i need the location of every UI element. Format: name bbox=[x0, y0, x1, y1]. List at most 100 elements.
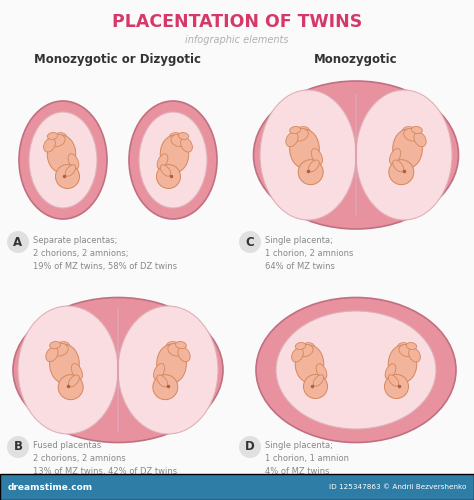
Ellipse shape bbox=[316, 364, 327, 379]
Text: 64% of MZ twins: 64% of MZ twins bbox=[265, 262, 335, 271]
Circle shape bbox=[153, 374, 178, 400]
Ellipse shape bbox=[72, 364, 82, 380]
Ellipse shape bbox=[64, 372, 72, 382]
Text: 4% of MZ twins: 4% of MZ twins bbox=[265, 467, 329, 476]
Ellipse shape bbox=[290, 126, 301, 134]
Ellipse shape bbox=[414, 132, 426, 146]
Text: 1 chorion, 2 amnions: 1 chorion, 2 amnions bbox=[265, 249, 354, 258]
Text: D: D bbox=[245, 440, 255, 454]
Circle shape bbox=[239, 436, 261, 458]
Ellipse shape bbox=[53, 132, 67, 142]
Ellipse shape bbox=[46, 347, 58, 362]
Ellipse shape bbox=[309, 160, 319, 172]
Ellipse shape bbox=[154, 364, 164, 380]
Ellipse shape bbox=[18, 306, 118, 434]
Ellipse shape bbox=[404, 128, 421, 141]
Ellipse shape bbox=[157, 344, 186, 384]
Text: infographic elements: infographic elements bbox=[185, 35, 289, 45]
Text: Monozygotic: Monozygotic bbox=[314, 54, 398, 66]
Text: B: B bbox=[13, 440, 22, 454]
Ellipse shape bbox=[166, 342, 180, 351]
Ellipse shape bbox=[47, 132, 58, 140]
Ellipse shape bbox=[164, 372, 172, 382]
Circle shape bbox=[7, 436, 29, 458]
Ellipse shape bbox=[157, 375, 168, 387]
Ellipse shape bbox=[167, 162, 174, 171]
Ellipse shape bbox=[411, 126, 422, 134]
Ellipse shape bbox=[311, 148, 322, 164]
Ellipse shape bbox=[388, 345, 417, 383]
Ellipse shape bbox=[292, 348, 303, 362]
Ellipse shape bbox=[29, 112, 97, 208]
Ellipse shape bbox=[295, 345, 324, 383]
Ellipse shape bbox=[47, 135, 76, 173]
Ellipse shape bbox=[13, 298, 223, 442]
Ellipse shape bbox=[400, 158, 408, 166]
Ellipse shape bbox=[157, 154, 168, 169]
Text: dreamstime.com: dreamstime.com bbox=[8, 482, 93, 492]
Text: Single placenta;: Single placenta; bbox=[265, 441, 333, 450]
Text: 2 chorions, 2 amnions: 2 chorions, 2 amnions bbox=[33, 454, 126, 463]
Ellipse shape bbox=[301, 342, 315, 352]
Ellipse shape bbox=[286, 132, 298, 146]
Ellipse shape bbox=[139, 112, 207, 208]
Ellipse shape bbox=[62, 162, 69, 171]
Text: 1 chorion, 1 amnion: 1 chorion, 1 amnion bbox=[265, 454, 349, 463]
Ellipse shape bbox=[68, 154, 79, 169]
Ellipse shape bbox=[399, 344, 415, 356]
Circle shape bbox=[7, 231, 29, 253]
Ellipse shape bbox=[51, 344, 68, 356]
Circle shape bbox=[156, 164, 181, 188]
Circle shape bbox=[384, 374, 409, 398]
Ellipse shape bbox=[304, 158, 312, 166]
Circle shape bbox=[55, 164, 80, 188]
Ellipse shape bbox=[256, 298, 456, 442]
Ellipse shape bbox=[393, 130, 422, 168]
Ellipse shape bbox=[175, 342, 186, 348]
Ellipse shape bbox=[276, 311, 436, 429]
Ellipse shape bbox=[409, 348, 420, 362]
Circle shape bbox=[239, 231, 261, 253]
Text: A: A bbox=[13, 236, 23, 248]
Text: Monozygotic or Dizygotic: Monozygotic or Dizygotic bbox=[35, 54, 201, 66]
Text: Single placenta;: Single placenta; bbox=[265, 236, 333, 245]
Ellipse shape bbox=[44, 138, 55, 152]
Ellipse shape bbox=[297, 344, 313, 356]
Ellipse shape bbox=[68, 375, 79, 387]
Text: C: C bbox=[246, 236, 255, 248]
Ellipse shape bbox=[388, 375, 399, 386]
Circle shape bbox=[303, 374, 328, 398]
Ellipse shape bbox=[181, 138, 192, 152]
Ellipse shape bbox=[356, 90, 452, 220]
Ellipse shape bbox=[292, 128, 308, 141]
Ellipse shape bbox=[313, 375, 324, 386]
Ellipse shape bbox=[290, 130, 319, 168]
Ellipse shape bbox=[385, 364, 396, 379]
Text: PLACENTATION OF TWINS: PLACENTATION OF TWINS bbox=[112, 13, 362, 31]
Ellipse shape bbox=[296, 126, 310, 136]
Ellipse shape bbox=[169, 132, 183, 142]
Ellipse shape bbox=[310, 372, 317, 381]
FancyBboxPatch shape bbox=[0, 474, 474, 500]
Ellipse shape bbox=[129, 101, 217, 219]
Ellipse shape bbox=[178, 132, 189, 140]
Text: 13% of MZ twins, 42% of DZ twins: 13% of MZ twins, 42% of DZ twins bbox=[33, 467, 177, 476]
Ellipse shape bbox=[390, 148, 401, 164]
Ellipse shape bbox=[49, 134, 65, 146]
Ellipse shape bbox=[19, 101, 107, 219]
Ellipse shape bbox=[402, 126, 416, 136]
Text: Separate placentas;: Separate placentas; bbox=[33, 236, 118, 245]
Text: ID 125347863 © Andrii Bezvershenko: ID 125347863 © Andrii Bezvershenko bbox=[328, 484, 466, 490]
Ellipse shape bbox=[171, 134, 187, 146]
Ellipse shape bbox=[168, 344, 185, 356]
Ellipse shape bbox=[395, 372, 402, 381]
Ellipse shape bbox=[56, 342, 70, 351]
Text: Fused placentas: Fused placentas bbox=[33, 441, 101, 450]
Ellipse shape bbox=[118, 306, 218, 434]
Ellipse shape bbox=[254, 81, 458, 229]
Ellipse shape bbox=[50, 342, 61, 348]
Circle shape bbox=[298, 160, 323, 184]
Ellipse shape bbox=[397, 342, 411, 352]
Circle shape bbox=[58, 374, 83, 400]
Text: 19% of MZ twins, 58% of DZ twins: 19% of MZ twins, 58% of DZ twins bbox=[33, 262, 177, 271]
